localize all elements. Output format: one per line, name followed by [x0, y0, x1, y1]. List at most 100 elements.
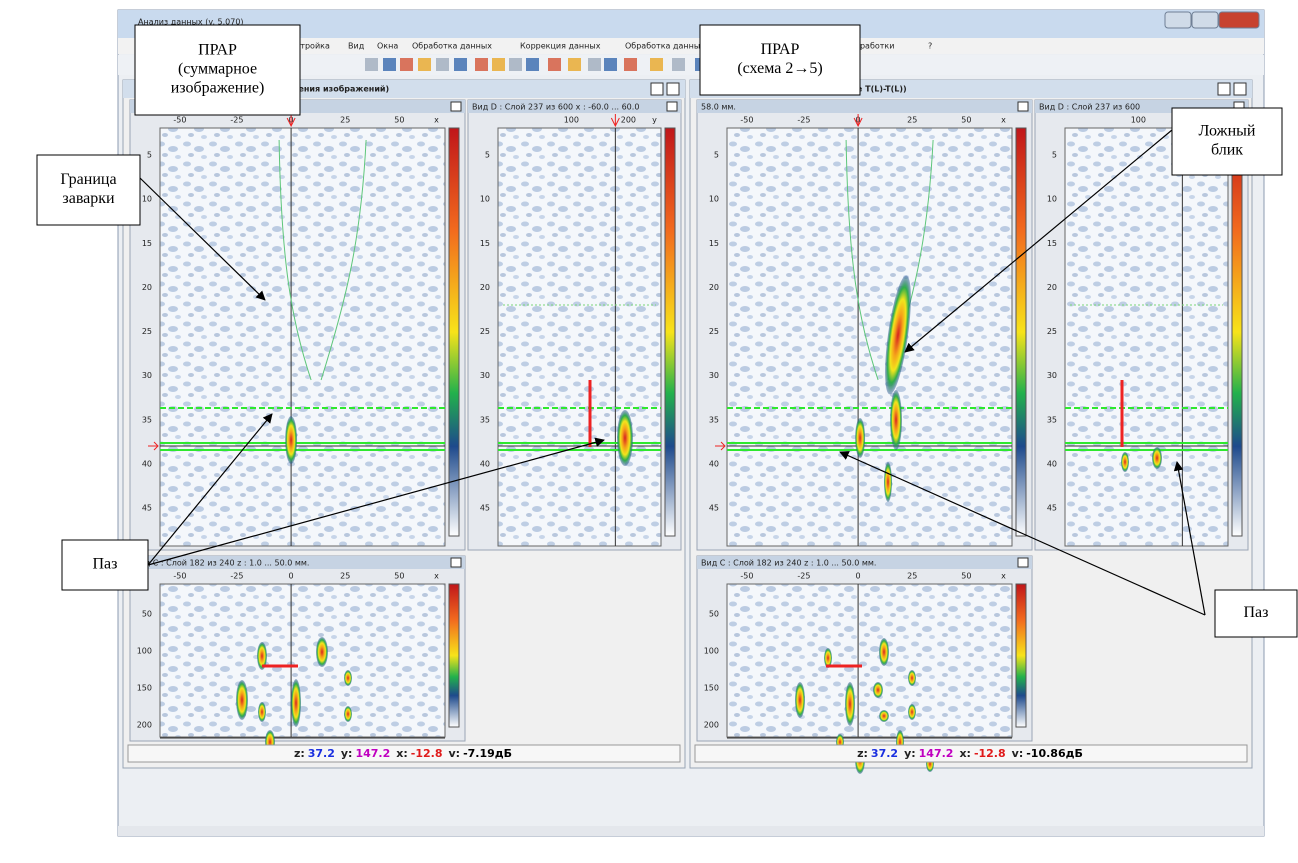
status-label: v: — [448, 747, 460, 760]
annotation-text: Ложный — [1199, 123, 1256, 140]
x-tick-label: -50 — [173, 116, 186, 125]
x-tick-label: x — [1001, 116, 1006, 125]
y-tick-label: 5 — [147, 151, 152, 160]
echo-blob — [845, 682, 855, 726]
panel-button[interactable] — [451, 102, 461, 111]
y-tick-label: 30 — [142, 371, 152, 380]
sub-window-button[interactable] — [651, 83, 663, 95]
toolbar-icon[interactable] — [436, 58, 449, 71]
y-tick-label: 150 — [137, 684, 152, 693]
panel-button[interactable] — [1018, 102, 1028, 111]
toolbar-icon[interactable] — [548, 58, 561, 71]
menu-item[interactable]: Вид — [348, 42, 365, 51]
sub-window-button[interactable] — [1218, 83, 1230, 95]
y-tick-label: 40 — [480, 459, 490, 468]
toolbar-icon[interactable] — [475, 58, 488, 71]
y-tick-label: 45 — [142, 504, 152, 513]
menu-item[interactable]: Коррекция данных — [520, 42, 601, 51]
toolbar-icon[interactable] — [588, 58, 601, 71]
sub-window-close[interactable] — [1234, 83, 1246, 95]
scan-image — [498, 128, 661, 546]
window-button — [1165, 12, 1191, 28]
y-tick-label: 100 — [137, 647, 152, 656]
toolbar-icon[interactable] — [492, 58, 505, 71]
y-tick-label: 35 — [142, 415, 152, 424]
toolbar-icon[interactable] — [365, 58, 378, 71]
annotation-text: ПРАР — [761, 41, 800, 58]
menu-item[interactable]: Обработка данных — [412, 42, 492, 51]
x-tick-label: x — [434, 572, 439, 581]
x-tick-label: -50 — [740, 572, 753, 581]
y-tick-label: 10 — [480, 195, 490, 204]
toolbar-icon[interactable] — [568, 58, 581, 71]
status-label: z: — [857, 747, 868, 760]
y-tick-label: 45 — [480, 504, 490, 513]
x-tick-label: -50 — [173, 572, 186, 581]
color-scale — [665, 128, 675, 536]
annotation-text: Паз — [93, 556, 118, 573]
toolbar-icon[interactable] — [509, 58, 522, 71]
toolbar-icon[interactable] — [604, 58, 617, 71]
panel-button[interactable] — [1018, 558, 1028, 567]
status-value: -10.86дБ — [1026, 747, 1083, 760]
scan-image — [160, 584, 445, 737]
panel-button[interactable] — [451, 558, 461, 567]
y-tick-label: 100 — [704, 647, 719, 656]
echo-blob — [855, 418, 865, 458]
echo-blob — [258, 702, 266, 722]
status-label: x: — [396, 747, 408, 760]
echo-blob — [1152, 447, 1162, 469]
y-tick-label: 30 — [480, 371, 490, 380]
x-tick-label: -25 — [797, 116, 810, 125]
y-tick-label: 5 — [485, 151, 490, 160]
status-value: -12.8 — [411, 747, 443, 760]
toolbar-icon[interactable] — [454, 58, 467, 71]
menu-item[interactable]: ? — [928, 42, 932, 51]
echo-blob — [617, 410, 633, 466]
bottom-status — [118, 826, 1264, 836]
y-tick-label: 15 — [1047, 239, 1057, 248]
x-tick-label: 50 — [961, 572, 971, 581]
y-tick-label: 25 — [709, 327, 719, 336]
y-tick-label: 35 — [709, 415, 719, 424]
panel-button[interactable] — [667, 102, 677, 111]
x-tick-label: 50 — [394, 116, 404, 125]
y-tick-label: 40 — [142, 459, 152, 468]
menu-item[interactable]: Окна — [377, 42, 398, 51]
toolbar-icon[interactable] — [650, 58, 663, 71]
sub-window-close[interactable] — [667, 83, 679, 95]
y-tick-label: 15 — [480, 239, 490, 248]
y-tick-label: 45 — [709, 504, 719, 513]
status-value: 147.2 — [919, 747, 954, 760]
status-text: z:37.2y:147.2x:-12.8v:-7.19дБ — [294, 747, 512, 760]
panel-header-text: Вид D : Слой 237 из 600 — [1039, 103, 1140, 112]
echo-blob — [291, 679, 301, 727]
y-tick-label: 20 — [709, 283, 719, 292]
annotation-text: (схема 2→5) — [737, 60, 822, 77]
panel-header-text: Вид C : Слой 182 из 240 z : 1.0 ... 50.0… — [134, 559, 309, 568]
x-tick-label: y — [652, 116, 657, 125]
y-tick-label: 20 — [142, 283, 152, 292]
annotation-text: блик — [1211, 142, 1243, 159]
y-tick-label: 50 — [142, 610, 152, 619]
echo-blob — [795, 682, 805, 718]
toolbar-icon[interactable] — [418, 58, 431, 71]
echo-blob — [316, 637, 328, 667]
panel-header — [697, 100, 1032, 113]
x-tick-label: -25 — [230, 572, 243, 581]
toolbar-icon[interactable] — [624, 58, 637, 71]
y-tick-label: 15 — [142, 239, 152, 248]
toolbar-icon[interactable] — [672, 58, 685, 71]
y-tick-label: 20 — [480, 283, 490, 292]
toolbar-icon[interactable] — [526, 58, 539, 71]
status-value: -7.19дБ — [463, 747, 512, 760]
x-tick-label: 25 — [340, 572, 350, 581]
color-scale — [1016, 584, 1026, 727]
x-tick-label: x — [434, 116, 439, 125]
toolbar-icon[interactable] — [400, 58, 413, 71]
scan-image — [160, 128, 445, 546]
status-label: x: — [959, 747, 971, 760]
toolbar-icon[interactable] — [383, 58, 396, 71]
y-tick-label: 25 — [480, 327, 490, 336]
window-button — [1192, 12, 1218, 28]
